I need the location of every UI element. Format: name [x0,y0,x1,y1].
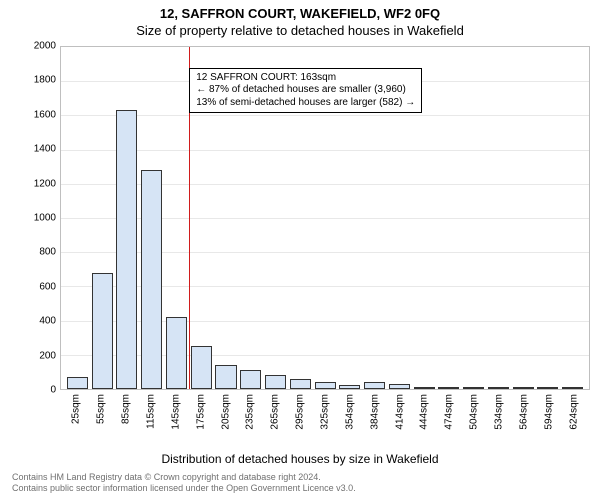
bar [315,382,336,389]
x-tick-label: 624sqm [568,394,579,430]
annotation-line-1: 12 SAFFRON COURT: 163sqm [196,72,415,85]
bar [488,387,509,389]
x-tick: 564sqm [511,390,536,438]
x-tick-label: 85sqm [121,394,132,424]
x-tick-label: 115sqm [146,394,157,429]
bar-slot [560,47,585,389]
bar [364,382,385,389]
bar [166,317,187,389]
x-tick: 504sqm [462,390,487,438]
y-tick-label: 600 [24,281,56,292]
bar-slot [115,47,140,389]
bar-slot [511,47,536,389]
bar [438,387,459,389]
attribution: Contains HM Land Registry data © Crown c… [12,472,356,495]
x-tick: 594sqm [536,390,561,438]
x-tick-label: 504sqm [469,394,480,430]
annotation-box: 12 SAFFRON COURT: 163sqm ← 87% of detach… [189,68,422,114]
annotation-line-2: ← 87% of detached houses are smaller (3,… [196,84,415,97]
bar [339,385,360,389]
bar [141,170,162,389]
y-ticks: 0200400600800100012001400160018002000 [24,46,56,390]
y-tick-label: 800 [24,247,56,258]
x-tick: 235sqm [238,390,263,438]
histogram-chart: 12 SAFFRON COURT: 163sqm ← 87% of detach… [60,46,590,390]
bar [191,346,212,389]
x-tick-label: 594sqm [543,394,554,430]
x-tick: 55sqm [89,390,114,438]
attribution-line-2: Contains public sector information licen… [12,483,356,494]
bar-slot [461,47,486,389]
bar-slot [486,47,511,389]
bar [389,384,410,389]
x-ticks: 25sqm 55sqm 85sqm 115sqm 145sqm 175sqm 205sqm 2… [60,390,590,438]
x-tick-label: 384sqm [369,394,380,430]
bar-slot [164,47,189,389]
x-tick-label: 354sqm [344,394,355,430]
y-tick-label: 400 [24,316,56,327]
attribution-line-1: Contains HM Land Registry data © Crown c… [12,472,356,483]
x-tick: 175sqm [188,390,213,438]
bar-slot [90,47,115,389]
y-tick-label: 2000 [24,41,56,52]
x-tick-label: 534sqm [494,394,505,430]
x-tick: 384sqm [362,390,387,438]
page-subtitle: Size of property relative to detached ho… [0,21,600,42]
y-tick-label: 1800 [24,75,56,86]
bar [463,387,484,389]
x-tick-label: 25sqm [71,394,82,424]
bar [562,387,583,389]
x-tick-label: 265sqm [270,394,281,430]
x-tick-label: 55sqm [96,394,107,424]
page-title: 12, SAFFRON COURT, WAKEFIELD, WF2 0FQ [0,0,600,21]
x-tick-label: 474sqm [444,394,455,430]
x-tick: 115sqm [139,390,164,438]
y-tick-label: 1600 [24,109,56,120]
x-tick: 444sqm [412,390,437,438]
x-tick: 205sqm [213,390,238,438]
y-tick-label: 0 [24,385,56,396]
bar [67,377,88,389]
x-tick: 25sqm [64,390,89,438]
bar [265,375,286,389]
x-tick: 85sqm [114,390,139,438]
y-tick-label: 1000 [24,213,56,224]
x-tick: 325sqm [313,390,338,438]
x-tick-label: 175sqm [195,394,206,430]
x-tick-label: 444sqm [419,394,430,430]
bar [513,387,534,389]
x-tick-label: 564sqm [518,394,529,430]
x-tick-label: 325sqm [320,394,331,430]
x-tick-label: 145sqm [170,394,181,430]
x-tick: 145sqm [163,390,188,438]
y-tick-label: 200 [24,350,56,361]
x-tick: 474sqm [437,390,462,438]
x-tick: 354sqm [337,390,362,438]
y-tick-label: 1400 [24,144,56,155]
x-tick-label: 295sqm [295,394,306,430]
x-tick: 265sqm [263,390,288,438]
x-tick-label: 205sqm [220,394,231,430]
bar-slot [139,47,164,389]
x-tick-label: 414sqm [394,394,405,430]
x-axis-caption: Distribution of detached houses by size … [0,452,600,466]
bar [92,273,113,389]
bar [215,365,236,389]
bar-slot [536,47,561,389]
bar [290,379,311,389]
plot-area: 12 SAFFRON COURT: 163sqm ← 87% of detach… [60,46,590,390]
x-tick: 534sqm [487,390,512,438]
x-tick: 295sqm [288,390,313,438]
x-tick: 624sqm [561,390,586,438]
bar-slot [65,47,90,389]
bar-slot [436,47,461,389]
bar [116,110,137,389]
bar [414,387,435,389]
x-tick: 414sqm [387,390,412,438]
bar [240,370,261,389]
bar [537,387,558,389]
y-tick-label: 1200 [24,178,56,189]
annotation-line-3: 13% of semi-detached houses are larger (… [196,97,415,110]
x-tick-label: 235sqm [245,394,256,430]
